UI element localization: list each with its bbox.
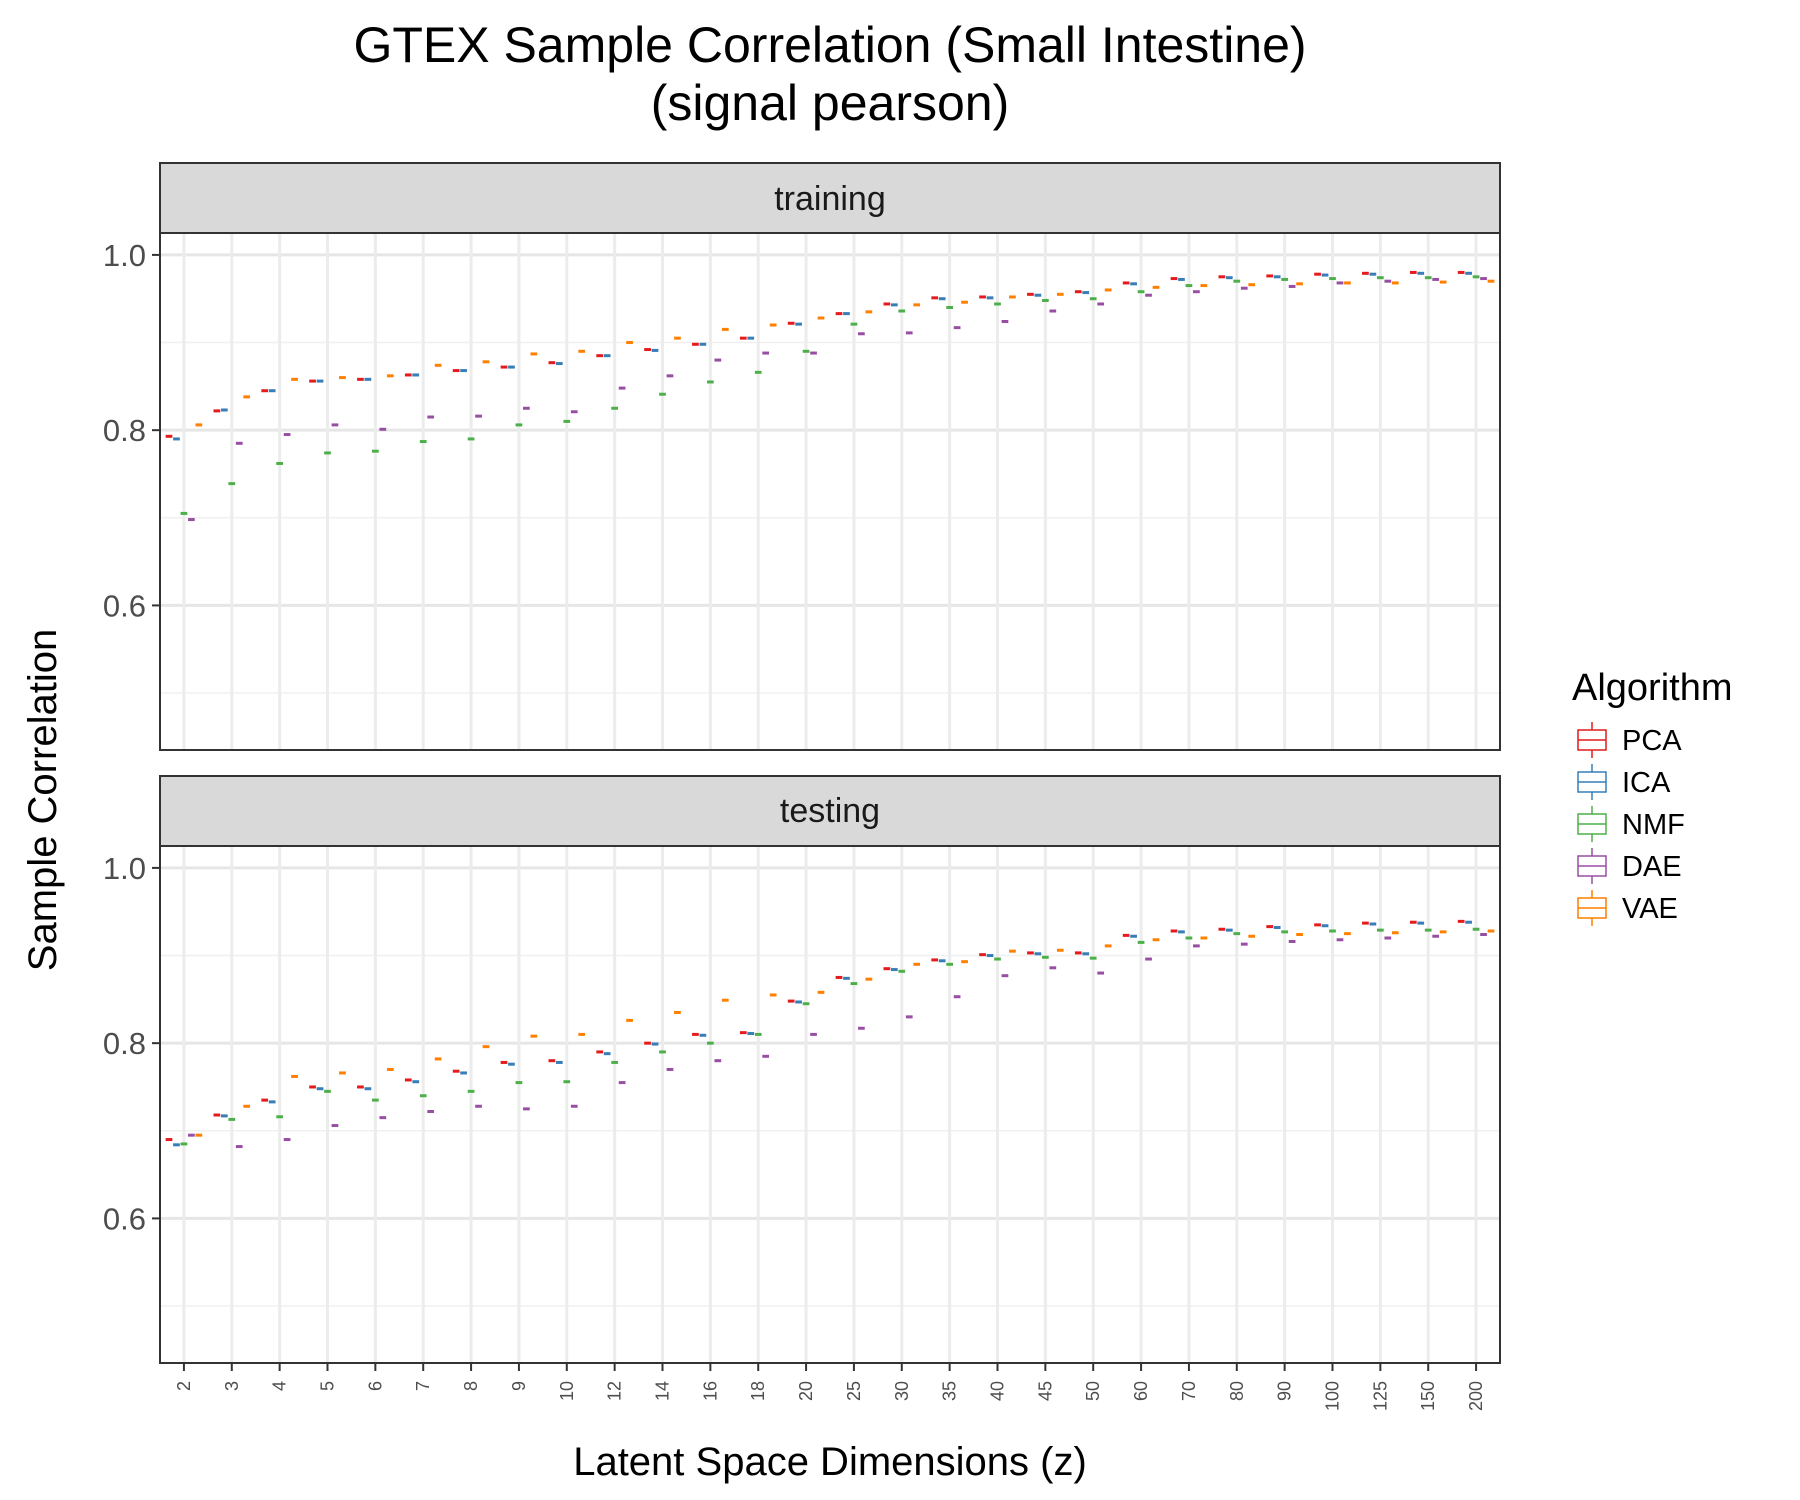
strip-background-training [159, 162, 1501, 234]
x-tick-label: 14 [653, 1381, 673, 1401]
x-tick-label: 150 [1418, 1381, 1438, 1411]
x-tick-label: 90 [1275, 1381, 1295, 1401]
x-tick-label: 80 [1227, 1381, 1247, 1401]
x-tick-label: 30 [892, 1381, 912, 1401]
legend-label-ica: ICA [1622, 767, 1671, 799]
panel-border-testing [159, 845, 1501, 1364]
y-tick-label-training: 0.6 [103, 588, 146, 623]
legend-label-vae: VAE [1622, 893, 1678, 925]
x-tick-label: 60 [1131, 1381, 1151, 1401]
strip-label-testing: testing [780, 792, 880, 830]
legend-item-dae: DAE [1577, 848, 1682, 884]
x-tick-label: 125 [1370, 1381, 1390, 1411]
x-tick-label: 35 [940, 1381, 960, 1401]
panel-training: training 0.6 0.8 1.0 [103, 162, 1501, 751]
panel-border-training [159, 232, 1501, 751]
x-tick-label: 18 [748, 1381, 768, 1401]
x-tick-label: 100 [1323, 1381, 1343, 1411]
x-tick-label: 50 [1083, 1381, 1103, 1401]
y-tick-label-testing: 0.6 [103, 1201, 146, 1236]
x-tick-label: 16 [700, 1381, 720, 1401]
legend-label-nmf: NMF [1622, 809, 1685, 841]
x-tick-label: 5 [318, 1381, 338, 1391]
x-tick-label: 40 [988, 1381, 1008, 1401]
y-tick-label-testing: 0.8 [103, 1026, 146, 1061]
chart-subtitle: (signal pearson) [651, 75, 1010, 131]
chart-title: GTEX Sample Correlation (Small Intestine… [353, 17, 1306, 73]
legend-title: Algorithm [1572, 667, 1733, 709]
panel-testing: testing 0.6 0.8 1.0 [103, 775, 1501, 1364]
y-axis-title: Sample Correlation [21, 629, 65, 971]
x-tick-label: 8 [461, 1381, 481, 1391]
legend-label-pca: PCA [1622, 725, 1682, 757]
y-tick-label-training: 0.8 [103, 413, 146, 448]
legend-item-nmf: NMF [1577, 806, 1685, 842]
x-tick-label: 12 [605, 1381, 625, 1401]
x-tick-label: 6 [365, 1381, 385, 1391]
x-tick-label: 10 [557, 1381, 577, 1401]
x-axis: 2 3 4 5 6 7 8 9 10 12 14 16 18 20 25 30 35 40 45 50 60 70 80 90… [174, 1363, 1486, 1411]
x-tick-label: 200 [1466, 1381, 1486, 1411]
strip-background-testing [159, 775, 1501, 847]
legend-label-dae: DAE [1622, 851, 1682, 883]
legend-item-pca: PCA [1577, 722, 1682, 758]
legend-item-vae: VAE [1577, 890, 1678, 926]
x-tick-label: 3 [222, 1381, 242, 1391]
legend-item-ica: ICA [1577, 764, 1671, 800]
legend: Algorithm PCA ICA NMF DAE VAE [1572, 667, 1733, 926]
strip-label-training: training [774, 180, 886, 218]
x-tick-label: 4 [270, 1381, 290, 1391]
x-tick-label: 9 [509, 1381, 529, 1391]
y-tick-label-testing: 1.0 [103, 851, 146, 886]
x-tick-label: 20 [796, 1381, 816, 1401]
x-tick-label: 25 [844, 1381, 864, 1401]
x-tick-label: 70 [1179, 1381, 1199, 1401]
x-axis-title: Latent Space Dimensions (z) [573, 1440, 1087, 1484]
x-tick-label: 7 [413, 1381, 433, 1391]
x-tick-label: 45 [1035, 1381, 1055, 1401]
x-tick-label: 2 [174, 1381, 194, 1391]
y-tick-label-training: 1.0 [103, 238, 146, 273]
